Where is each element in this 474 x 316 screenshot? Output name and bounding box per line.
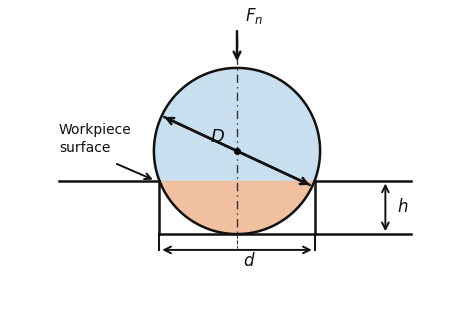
Text: $h$: $h$ bbox=[397, 198, 409, 216]
Text: $d$: $d$ bbox=[243, 252, 255, 270]
Text: Workpiece
surface: Workpiece surface bbox=[59, 124, 132, 155]
Polygon shape bbox=[154, 68, 320, 234]
Text: $D$: $D$ bbox=[210, 128, 225, 146]
Text: $F_n$: $F_n$ bbox=[245, 6, 263, 26]
Polygon shape bbox=[159, 181, 315, 234]
